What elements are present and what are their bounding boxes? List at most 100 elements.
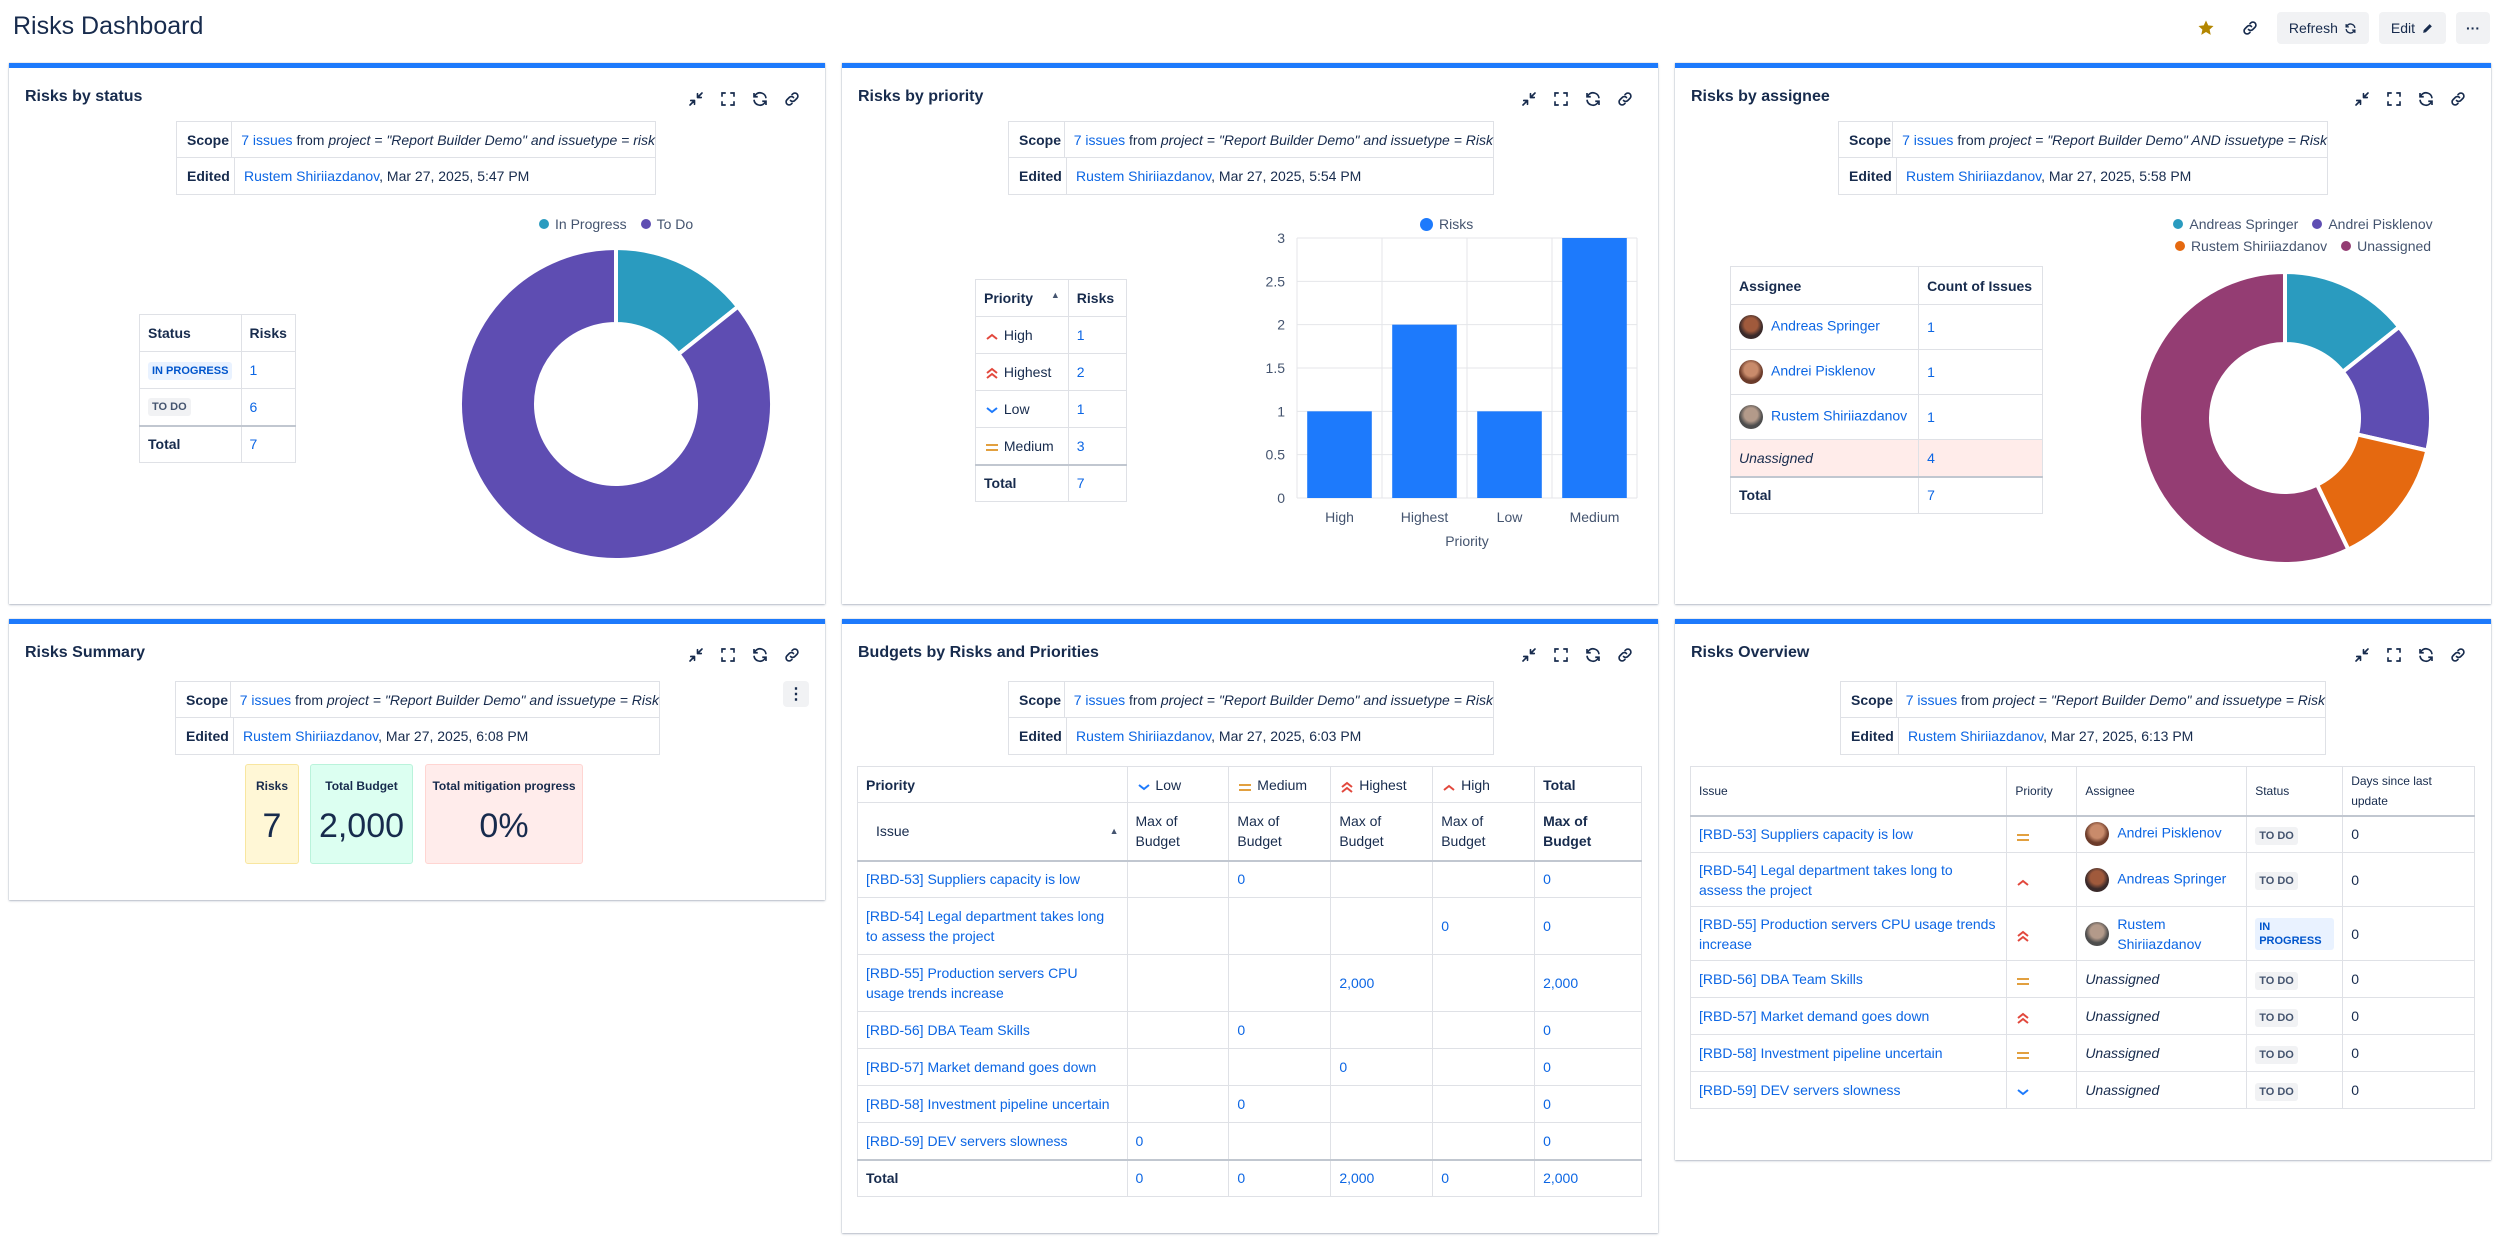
budget-cell[interactable]: 0	[1237, 871, 1246, 888]
refresh-icon[interactable]	[749, 88, 771, 110]
issue-link[interactable]: [RBD-54] Legal department takes long to …	[1699, 861, 1953, 898]
budget-cell[interactable]: 0	[1543, 1132, 1551, 1149]
issue-link[interactable]: [RBD-53] Suppliers capacity is low	[1699, 826, 1913, 843]
refresh-icon[interactable]	[2415, 644, 2437, 666]
budget-cell[interactable]: 2,000	[1339, 975, 1375, 991]
issue-link[interactable]: [RBD-56] DBA Team Skills	[1699, 971, 1863, 987]
editor-link[interactable]: Rustem Shiriiazdanov	[244, 168, 380, 184]
count-link[interactable]: 6	[249, 398, 258, 415]
issue-link[interactable]: [RBD-57] Market demand goes down	[866, 1059, 1097, 1075]
budget-cell[interactable]: 0	[1135, 1132, 1144, 1149]
link-icon[interactable]	[1614, 644, 1636, 666]
fullscreen-icon[interactable]	[1550, 88, 1572, 110]
slice-to-do[interactable]	[458, 245, 774, 562]
total-cell[interactable]: 2,000	[1339, 1170, 1375, 1187]
fullscreen-icon[interactable]	[717, 644, 739, 666]
slice-unassigned[interactable]	[2137, 269, 2352, 566]
budget-cell[interactable]: 0	[1237, 1096, 1246, 1112]
issues-link[interactable]: 7 issues	[1905, 691, 1958, 708]
minimize-icon[interactable]	[2351, 88, 2373, 110]
assignee-link[interactable]: Andreas Springer	[2117, 870, 2227, 887]
assignee-link[interactable]: Andrei Pisklenov	[2117, 824, 2222, 841]
issue-link[interactable]: [RBD-53] Suppliers capacity is low	[866, 871, 1080, 888]
link-icon[interactable]	[781, 644, 803, 666]
sort-icon[interactable]: ▲	[1109, 826, 1119, 837]
refresh-button[interactable]: Refresh	[2276, 12, 2369, 44]
star-icon[interactable]	[2189, 12, 2223, 44]
assignee-link[interactable]: Andrei Pisklenov	[1771, 362, 1876, 379]
issue-link[interactable]: [RBD-59] DEV servers slowness	[866, 1132, 1068, 1149]
refresh-icon[interactable]	[1582, 644, 1604, 666]
count-link[interactable]: 2	[1076, 364, 1085, 380]
budget-cell[interactable]: 0	[1543, 1059, 1551, 1075]
total-cell[interactable]: 0	[1441, 1170, 1449, 1187]
count-link[interactable]: 1	[1927, 319, 1935, 335]
count-link[interactable]: 3	[1076, 437, 1085, 454]
refresh-icon[interactable]	[2415, 88, 2437, 110]
issue-link[interactable]: [RBD-58] Investment pipeline uncertain	[866, 1096, 1110, 1112]
fullscreen-icon[interactable]	[2383, 88, 2405, 110]
total-link[interactable]: 7	[249, 436, 258, 453]
bar-highest[interactable]	[1392, 324, 1457, 498]
minimize-icon[interactable]	[685, 644, 707, 666]
bar-low[interactable]	[1477, 411, 1542, 498]
minimize-icon[interactable]	[1518, 88, 1540, 110]
minimize-icon[interactable]	[1518, 644, 1540, 666]
issue-link[interactable]: [RBD-55] Production servers CPU usage tr…	[866, 965, 1078, 1001]
bar-high[interactable]	[1307, 411, 1372, 498]
issue-link[interactable]: [RBD-57] Market demand goes down	[1699, 1008, 1930, 1024]
link-icon[interactable]	[2447, 88, 2469, 110]
editor-link[interactable]: Rustem Shiriiazdanov	[1076, 728, 1212, 744]
bar-medium[interactable]	[1562, 238, 1627, 498]
count-link[interactable]: 1	[1076, 327, 1085, 343]
budget-cell[interactable]: 2,000	[1543, 975, 1579, 991]
count-link[interactable]: 4	[1927, 449, 1935, 466]
issues-link[interactable]: 7 issues	[241, 131, 293, 148]
issue-link[interactable]: [RBD-55] Production servers CPU usage tr…	[1699, 915, 1996, 952]
assignee-link[interactable]: Rustem Shiriiazdanov	[1771, 407, 1908, 424]
total-cell[interactable]: 0	[1135, 1170, 1144, 1187]
link-icon[interactable]	[2447, 644, 2469, 666]
issue-link[interactable]: [RBD-54] Legal department takes long to …	[866, 908, 1105, 944]
total-link[interactable]: 7	[1076, 475, 1085, 492]
column-header-issue[interactable]: Issue ▲	[857, 802, 1128, 861]
count-link[interactable]: 1	[1076, 401, 1085, 417]
budget-cell[interactable]: 0	[1543, 1022, 1551, 1038]
fullscreen-icon[interactable]	[717, 88, 739, 110]
issues-link[interactable]: 7 issues	[1902, 131, 1954, 148]
editor-link[interactable]: Rustem Shiriiazdanov	[243, 728, 379, 744]
link-icon[interactable]	[1614, 88, 1636, 110]
issues-link[interactable]: 7 issues	[239, 691, 292, 708]
refresh-icon[interactable]	[749, 644, 771, 666]
minimize-icon[interactable]	[2351, 644, 2373, 666]
assignee-link[interactable]: Andreas Springer	[1771, 317, 1880, 334]
budget-cell[interactable]: 0	[1543, 1096, 1551, 1112]
issue-link[interactable]: [RBD-59] DEV servers slowness	[1699, 1082, 1901, 1098]
budget-cell[interactable]: 0	[1543, 918, 1551, 934]
assignee-link[interactable]: Rustem Shiriiazdanov	[2117, 915, 2202, 952]
count-link[interactable]: 1	[1927, 409, 1935, 425]
budget-cell[interactable]: 0	[1237, 1022, 1246, 1038]
issues-link[interactable]: 7 issues	[1073, 691, 1126, 708]
column-header-priority[interactable]: Priority ▲	[975, 279, 1069, 317]
budget-cell[interactable]: 0	[1339, 1059, 1348, 1075]
link-icon[interactable]	[2233, 12, 2267, 44]
editor-link[interactable]: Rustem Shiriiazdanov	[1076, 168, 1212, 184]
more-options-button[interactable]: ⋮	[783, 681, 809, 707]
editor-link[interactable]: Rustem Shiriiazdanov	[1906, 168, 2042, 184]
issue-link[interactable]: [RBD-58] Investment pipeline uncertain	[1699, 1045, 1943, 1061]
total-link[interactable]: 7	[1927, 487, 1935, 504]
editor-link[interactable]: Rustem Shiriiazdanov	[1908, 728, 2044, 744]
total-cell[interactable]: 2,000	[1543, 1170, 1579, 1187]
refresh-icon[interactable]	[1582, 88, 1604, 110]
minimize-icon[interactable]	[685, 88, 707, 110]
count-link[interactable]: 1	[1927, 364, 1935, 380]
issue-link[interactable]: [RBD-56] DBA Team Skills	[866, 1022, 1030, 1038]
budget-cell[interactable]: 0	[1543, 871, 1551, 888]
link-icon[interactable]	[781, 88, 803, 110]
budget-cell[interactable]: 0	[1441, 918, 1449, 934]
issues-link[interactable]: 7 issues	[1073, 131, 1126, 148]
count-link[interactable]: 1	[249, 362, 258, 378]
edit-button[interactable]: Edit	[2378, 12, 2446, 44]
total-cell[interactable]: 0	[1237, 1170, 1246, 1187]
